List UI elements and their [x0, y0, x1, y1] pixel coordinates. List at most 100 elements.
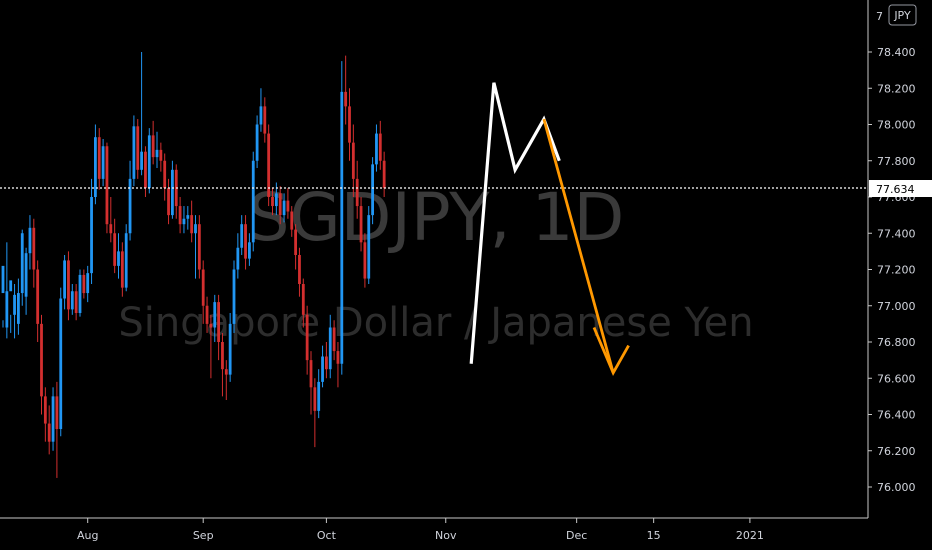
time-axis-ticks[interactable]: Aug Sep Oct Nov Dec 15 2021: [77, 518, 764, 542]
candle-body: [109, 224, 113, 234]
candle: [301, 278, 305, 328]
candle: [278, 186, 282, 225]
candle-body: [309, 360, 313, 388]
candle-body: [205, 305, 209, 324]
candle-body: [167, 187, 170, 216]
candle: [47, 405, 51, 455]
x-tick-label: Nov: [435, 529, 457, 542]
candle: [224, 360, 228, 400]
candle: [182, 206, 186, 234]
candle-body: [232, 269, 236, 324]
candle-body: [301, 284, 305, 315]
candle-body: [155, 149, 159, 158]
candle-body: [328, 327, 332, 370]
candle-body: [244, 224, 247, 259]
candle-body: [271, 197, 274, 207]
candle: [178, 197, 182, 234]
candle: [32, 218, 36, 288]
candle: [332, 320, 336, 361]
candle-body: [317, 381, 321, 411]
candle: [259, 88, 263, 132]
candle-body: [240, 224, 244, 248]
candle: [67, 251, 70, 321]
candle-body: [43, 396, 47, 424]
candle-body: [344, 91, 348, 107]
candle-body: [325, 356, 328, 370]
candle: [244, 215, 247, 270]
candle-body: [190, 215, 194, 234]
candle-body: [378, 133, 382, 161]
candle-body: [171, 169, 174, 216]
candle: [263, 97, 267, 143]
candle: [217, 294, 220, 361]
candle: [13, 284, 16, 339]
candle-body: [274, 193, 278, 207]
candle: [151, 120, 155, 165]
y-tick-label: 77.800: [877, 155, 916, 168]
candle-body: [332, 327, 336, 352]
candle-body: [340, 91, 344, 364]
candle-body: [178, 206, 182, 225]
candle: [97, 128, 101, 190]
orange-arrowhead[interactable]: [592, 326, 630, 376]
candle: [344, 55, 348, 125]
candle-body: [94, 137, 97, 197]
candle-body: [59, 298, 63, 429]
candle-body: [209, 323, 213, 328]
candle: [255, 115, 259, 168]
candle: [205, 296, 209, 333]
candle: [124, 224, 128, 292]
candle: [74, 284, 78, 321]
candle-body: [51, 396, 55, 442]
candle: [375, 124, 378, 172]
candle: [70, 284, 74, 315]
candle: [209, 314, 213, 379]
candle: [90, 178, 93, 284]
candle: [232, 260, 236, 333]
candle: [321, 345, 324, 388]
candle: [55, 381, 59, 478]
candle-body: [36, 269, 40, 324]
candle: [140, 52, 143, 176]
candle-body: [24, 253, 28, 297]
candle-body: [348, 106, 351, 143]
candle-body: [236, 247, 240, 270]
candle-body: [120, 251, 124, 288]
candle-body: [78, 274, 82, 313]
y-tick-label: 78.200: [877, 82, 916, 95]
price-axis[interactable]: [868, 0, 932, 550]
candle: [82, 269, 86, 299]
candle: [340, 61, 344, 375]
candle-body: [74, 291, 78, 313]
candle-body: [17, 293, 20, 324]
candle-body: [294, 229, 297, 255]
x-tick-label: 2021: [736, 529, 764, 542]
candle-body: [70, 291, 74, 310]
currency-button[interactable]: [888, 4, 917, 26]
candle-body: [13, 294, 16, 315]
candle: [86, 265, 90, 303]
candle-body: [290, 211, 294, 230]
candle-body: [298, 255, 301, 284]
candle: [20, 229, 24, 306]
y-tick-label: 76.200: [877, 445, 916, 458]
candle-body: [105, 146, 109, 225]
candle: [36, 260, 40, 342]
candle: [336, 342, 340, 388]
candle: [105, 142, 109, 234]
candle: [221, 332, 224, 397]
candle-body: [278, 193, 282, 216]
candle-body: [305, 314, 309, 361]
candle: [63, 255, 66, 310]
y-tick-label: 77.200: [877, 264, 916, 277]
orange-projection-line[interactable]: [542, 118, 615, 374]
candle: [290, 206, 294, 237]
candle-body: [375, 133, 378, 165]
candle: [228, 313, 232, 382]
candle-body: [55, 396, 59, 429]
candle-body: [147, 135, 151, 188]
candle: [355, 160, 359, 219]
candle: [1, 265, 5, 328]
x-tick-label: Sep: [193, 529, 214, 542]
